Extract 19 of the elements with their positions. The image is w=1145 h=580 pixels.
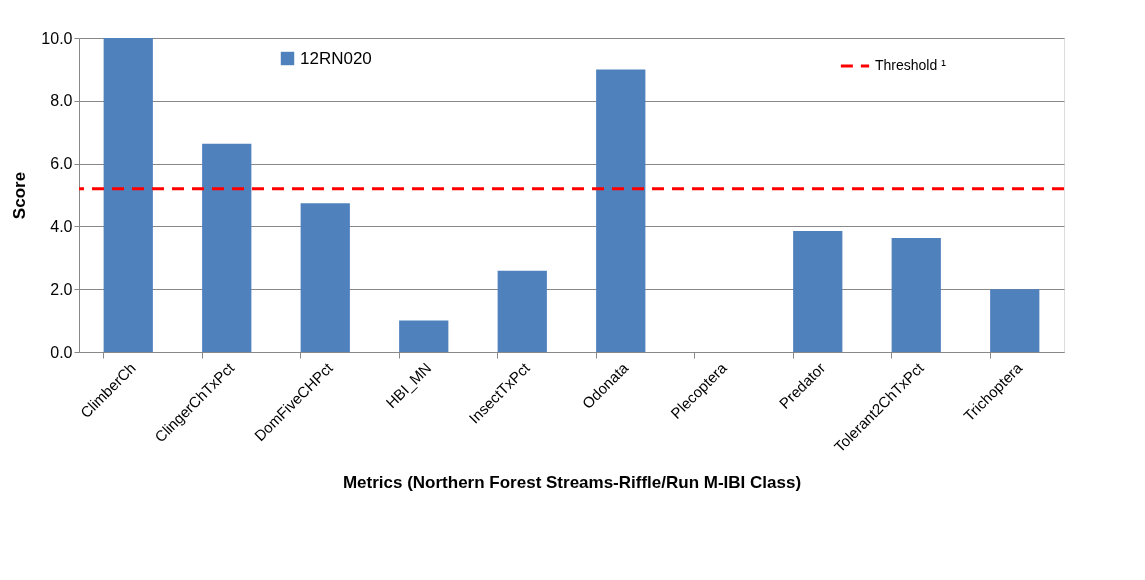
bar [300, 203, 350, 352]
bar [399, 320, 449, 352]
bar [891, 238, 941, 352]
y-tick-label: 10.0 [41, 29, 73, 47]
y-tick-label: 0.0 [50, 343, 73, 361]
x-axis-title: Metrics (Northern Forest Streams-Riffle/Run M-IBI Class) [342, 473, 802, 493]
legend-label: Threshold ¹ [875, 57, 947, 73]
y-tick-label: 8.0 [50, 92, 73, 110]
y-tick-label: 4.0 [50, 217, 73, 235]
bar [596, 69, 646, 352]
bar [103, 38, 153, 352]
y-tick-label: 2.0 [50, 280, 73, 298]
bar [793, 231, 843, 352]
bar [202, 143, 252, 352]
y-axis-title: Score [10, 171, 30, 220]
legend-label: 12RN020 [300, 48, 372, 68]
bar [990, 289, 1040, 352]
y-tick-label: 6.0 [50, 155, 73, 173]
bar [497, 270, 547, 352]
